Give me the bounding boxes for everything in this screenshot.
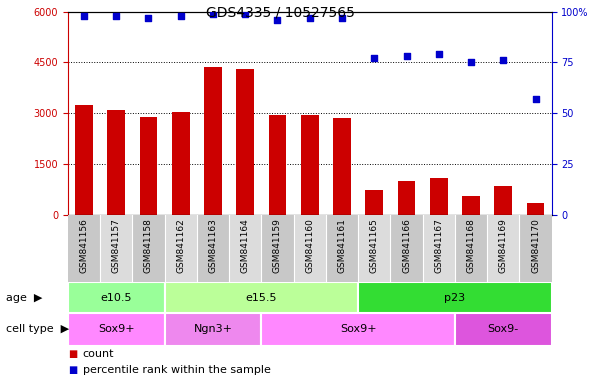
Point [466, 59, 476, 65]
Point [144, 15, 153, 21]
Point [241, 10, 250, 17]
Bar [204, 68, 222, 215]
Bar [301, 115, 319, 215]
Bar [519, 215, 552, 282]
Text: GSM841168: GSM841168 [467, 218, 476, 273]
Bar [237, 69, 254, 215]
Bar [462, 196, 480, 215]
Text: ■: ■ [68, 349, 77, 359]
Bar [261, 215, 294, 282]
Bar [294, 215, 326, 282]
Text: ■: ■ [68, 364, 77, 375]
Text: percentile rank within the sample: percentile rank within the sample [83, 364, 270, 375]
Bar [391, 215, 422, 282]
FancyBboxPatch shape [68, 282, 165, 313]
Point [176, 13, 185, 19]
Text: GSM841160: GSM841160 [305, 218, 314, 273]
Bar [107, 110, 125, 215]
Bar [487, 215, 519, 282]
Text: GSM841156: GSM841156 [80, 218, 88, 273]
Text: GSM841161: GSM841161 [337, 218, 346, 273]
Text: GSM841166: GSM841166 [402, 218, 411, 273]
Text: GSM841165: GSM841165 [370, 218, 379, 273]
Bar [358, 215, 391, 282]
Text: GSM841157: GSM841157 [112, 218, 121, 273]
Text: p23: p23 [444, 293, 466, 303]
Bar [197, 215, 229, 282]
FancyBboxPatch shape [165, 313, 261, 346]
Text: e10.5: e10.5 [100, 293, 132, 303]
FancyBboxPatch shape [358, 282, 552, 313]
Point [273, 17, 282, 23]
Bar [132, 215, 165, 282]
Bar [100, 215, 132, 282]
Text: GSM841163: GSM841163 [208, 218, 218, 273]
Bar [75, 105, 93, 215]
FancyBboxPatch shape [261, 313, 455, 346]
Point [79, 13, 88, 19]
Bar [268, 115, 286, 215]
Bar [326, 215, 358, 282]
Text: GSM841159: GSM841159 [273, 218, 282, 273]
Bar [68, 215, 100, 282]
Text: GSM841170: GSM841170 [531, 218, 540, 273]
Point [499, 57, 508, 63]
Bar [165, 215, 197, 282]
Point [434, 51, 444, 57]
Bar [494, 186, 512, 215]
Text: Ngn3+: Ngn3+ [194, 324, 232, 334]
FancyBboxPatch shape [165, 282, 358, 313]
Bar [430, 178, 448, 215]
Text: GSM841162: GSM841162 [176, 218, 185, 273]
Point [112, 13, 121, 19]
Text: cell type  ▶: cell type ▶ [6, 324, 69, 334]
Point [337, 15, 347, 21]
Point [369, 55, 379, 61]
Point [531, 96, 540, 102]
Bar [172, 112, 189, 215]
Text: e15.5: e15.5 [245, 293, 277, 303]
Point [402, 53, 411, 60]
FancyBboxPatch shape [68, 313, 165, 346]
Point [208, 10, 218, 17]
Text: count: count [83, 349, 114, 359]
Text: GSM841169: GSM841169 [499, 218, 508, 273]
Text: GDS4335 / 10527565: GDS4335 / 10527565 [206, 6, 355, 20]
Bar [229, 215, 261, 282]
Text: age  ▶: age ▶ [6, 293, 42, 303]
Bar [333, 118, 351, 215]
FancyBboxPatch shape [455, 313, 552, 346]
Bar [527, 203, 545, 215]
Text: GSM841158: GSM841158 [144, 218, 153, 273]
Bar [398, 181, 415, 215]
Bar [140, 117, 158, 215]
Bar [455, 215, 487, 282]
Point [305, 15, 314, 21]
Bar [365, 190, 383, 215]
Text: GSM841167: GSM841167 [434, 218, 443, 273]
Text: Sox9-: Sox9- [488, 324, 519, 334]
Text: Sox9+: Sox9+ [98, 324, 135, 334]
Bar [422, 215, 455, 282]
Text: GSM841164: GSM841164 [241, 218, 250, 273]
Text: Sox9+: Sox9+ [340, 324, 376, 334]
